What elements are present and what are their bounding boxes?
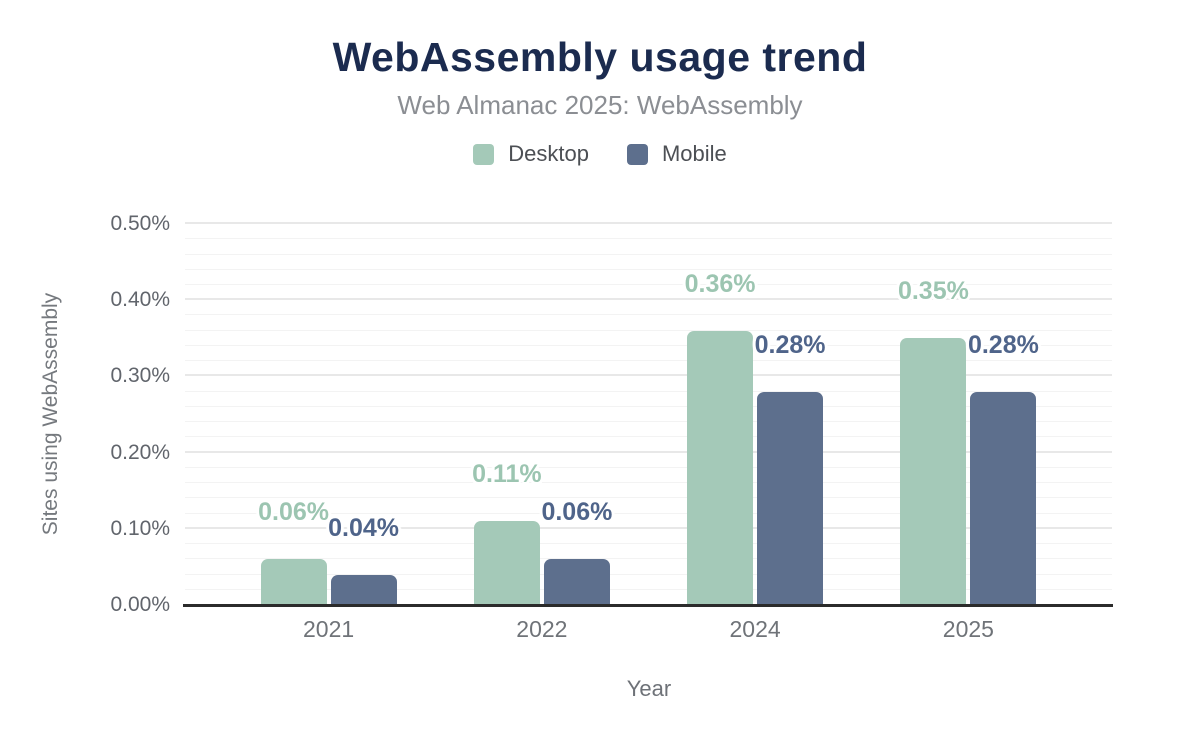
x-tick-label-2024: 2024 <box>729 616 781 642</box>
minor-gridline <box>185 253 1112 255</box>
bar-desktop-2024 <box>687 330 754 605</box>
value-label-desktop-2024: 0.36% <box>684 269 756 298</box>
major-gridline <box>185 374 1112 377</box>
bar-mobile-2024 <box>757 391 824 605</box>
x-tick-label-2022: 2022 <box>516 616 568 642</box>
minor-gridline <box>185 390 1112 392</box>
minor-gridline <box>185 466 1112 468</box>
major-gridline <box>185 526 1112 529</box>
legend: Desktop Mobile <box>0 141 1200 167</box>
bar-mobile-2021 <box>330 574 397 605</box>
chart-title: WebAssembly usage trend <box>332 34 868 80</box>
y-tick-label: 0.20% <box>110 440 170 464</box>
bar-desktop-2025 <box>900 338 967 605</box>
y-tick-label: 0.40% <box>110 288 170 312</box>
minor-gridline <box>185 497 1112 499</box>
x-axis-line <box>183 604 1113 607</box>
plot-area: 0.06% 0.04% 2021 0.11% 0.06% 2022 0.36% 0.28% 20… <box>183 222 1113 642</box>
minor-gridline <box>185 421 1112 423</box>
minor-gridline <box>185 405 1112 407</box>
y-tick-label: 0.10% <box>110 516 170 540</box>
major-gridline <box>185 298 1112 301</box>
minor-gridline <box>185 558 1112 560</box>
value-label-desktop-2022: 0.11% <box>472 460 542 489</box>
mobile-swatch-icon <box>626 143 648 165</box>
minor-gridline <box>185 543 1112 544</box>
minor-gridline <box>185 329 1112 331</box>
major-gridline <box>185 450 1112 453</box>
bar-mobile-2025 <box>970 391 1037 605</box>
legend-label-desktop: Desktop <box>508 141 589 166</box>
legend-item-mobile: Mobile <box>626 141 727 167</box>
x-axis-title: Year <box>626 676 672 701</box>
desktop-swatch-icon <box>473 143 495 165</box>
minor-gridline <box>185 238 1112 240</box>
value-label-desktop-2025: 0.35% <box>897 277 969 306</box>
minor-gridline <box>185 268 1112 270</box>
y-tick-label: 0.00% <box>110 593 170 616</box>
bar-mobile-2022 <box>543 559 610 605</box>
y-tick-label: 0.50% <box>110 212 170 235</box>
bar-desktop-2021 <box>260 559 327 605</box>
legend-item-desktop: Desktop <box>473 141 589 167</box>
major-gridline <box>185 222 1112 224</box>
value-label-mobile-2025: 0.28% <box>967 330 1039 359</box>
y-axis-title: Sites using WebAssembly <box>39 292 62 536</box>
value-label-mobile-2022: 0.06% <box>541 498 613 527</box>
minor-gridline <box>185 360 1112 362</box>
legend-label-mobile: Mobile <box>661 141 727 166</box>
minor-gridline <box>185 512 1112 514</box>
value-label-mobile-2024: 0.28% <box>754 330 826 359</box>
minor-gridline <box>185 573 1112 575</box>
value-label-mobile-2021: 0.04% <box>328 513 400 542</box>
bar-desktop-2022 <box>473 521 540 605</box>
minor-gridline <box>185 482 1112 484</box>
value-label-desktop-2021: 0.06% <box>258 498 330 527</box>
x-tick-label-2021: 2021 <box>303 616 355 642</box>
minor-gridline <box>185 436 1112 438</box>
minor-gridline <box>185 314 1112 316</box>
x-tick-label-2025: 2025 <box>942 616 994 642</box>
y-tick-label: 0.30% <box>110 364 170 388</box>
minor-gridline <box>185 284 1112 285</box>
chart-subtitle: Web Almanac 2025: WebAssembly <box>397 90 803 120</box>
minor-gridline <box>185 344 1112 346</box>
minor-gridline <box>185 588 1112 590</box>
